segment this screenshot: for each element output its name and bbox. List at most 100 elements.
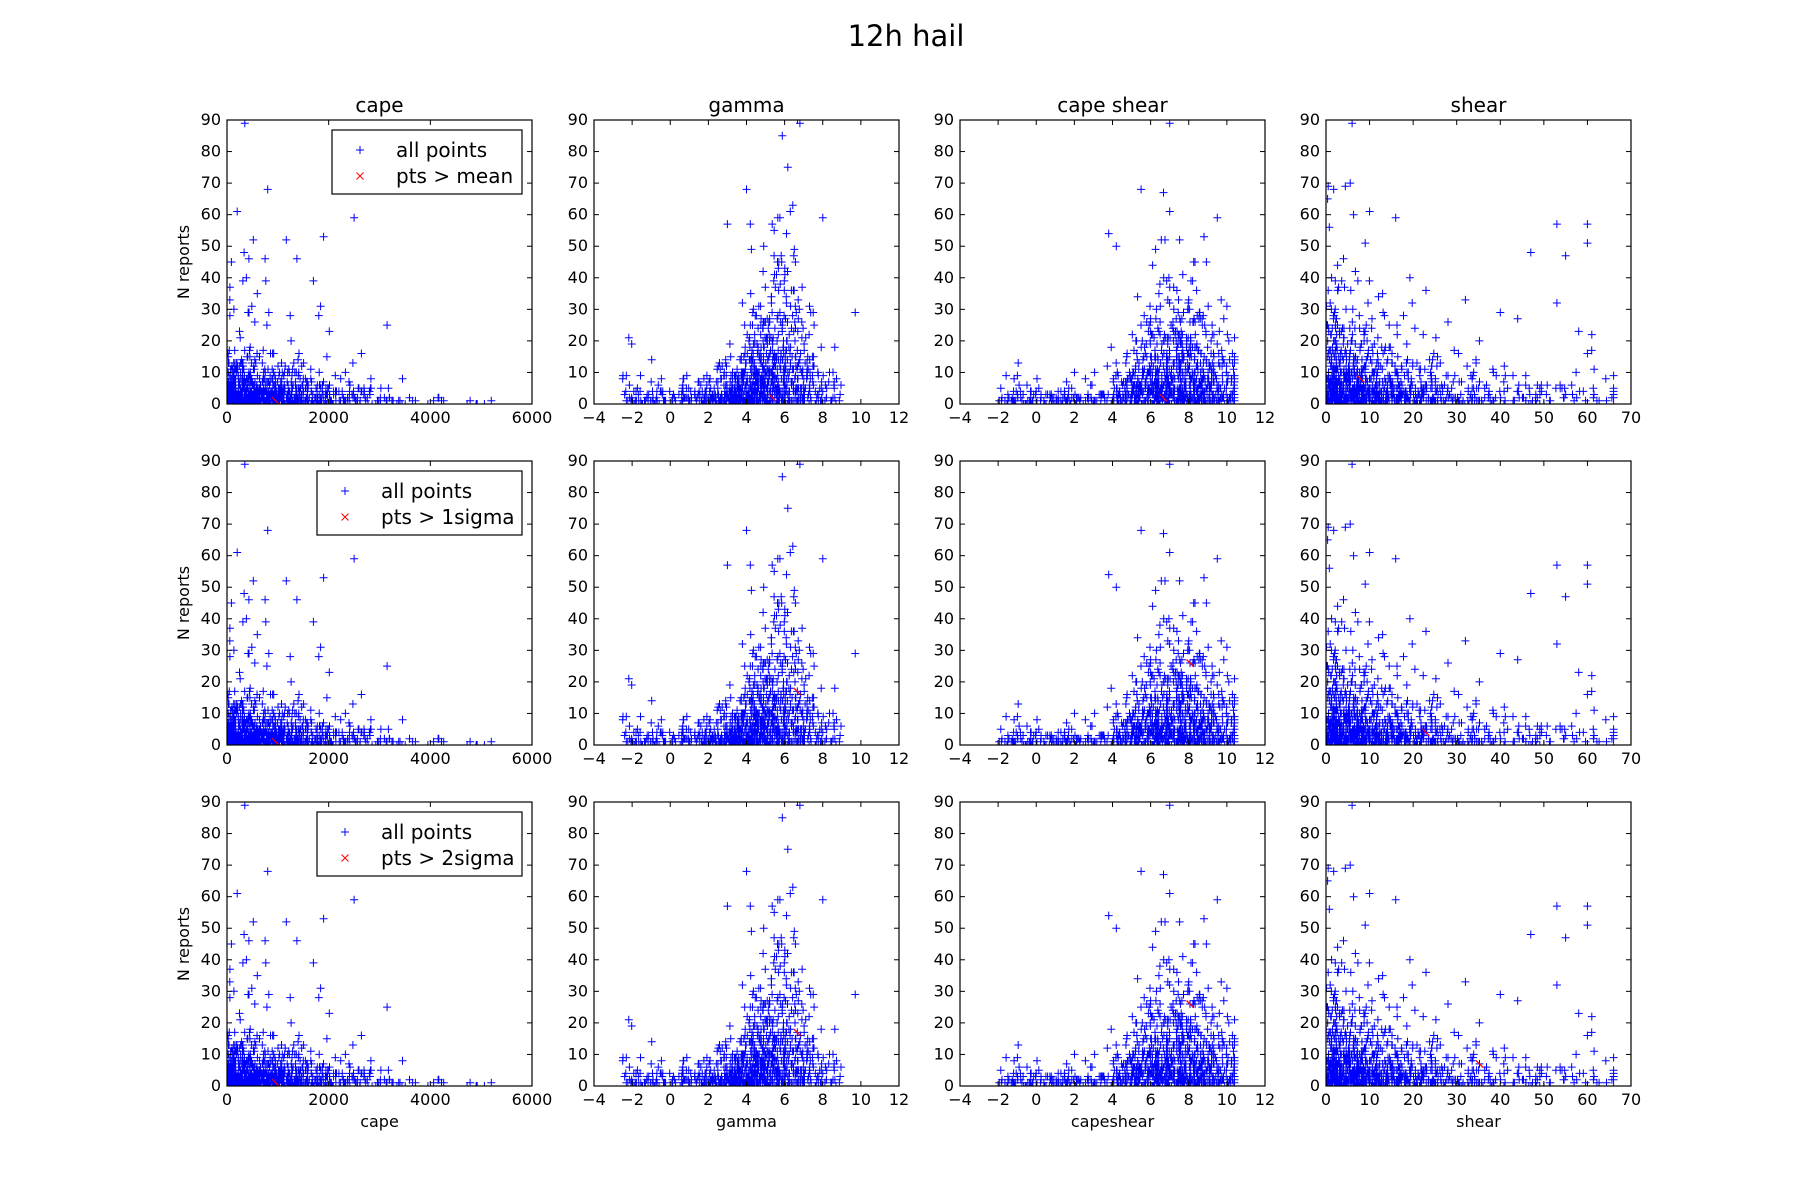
- y-tick-label: 20: [1300, 672, 1320, 691]
- x-tick-label: 2: [1069, 1090, 1079, 1109]
- series-all-points: [618, 120, 860, 404]
- x-tick-label: 2: [703, 749, 713, 768]
- y-tick-label: 60: [1300, 205, 1320, 224]
- x-tick-label: 8: [1184, 408, 1194, 427]
- x-tick-label: −4: [582, 749, 606, 768]
- scatter-points: [995, 461, 1239, 745]
- y-tick-label: 40: [1300, 950, 1320, 969]
- series-above-threshold: [1186, 659, 1194, 667]
- x-tick-label: 10: [1359, 408, 1379, 427]
- panel-r3-capeshear: 0 10 20 30 40 50 60 70 80 90 −4 −2 0 2 4 6 8 10 12 capeshea…: [934, 792, 1276, 1131]
- y-tick-label: 70: [1300, 855, 1320, 874]
- y-tick-label: 40: [934, 609, 954, 628]
- y-tick-label: 0: [1310, 1076, 1320, 1095]
- x-tick-label: 12: [1255, 749, 1275, 768]
- x-tick-label: 6000: [512, 749, 553, 768]
- y-tick-label: 50: [568, 918, 588, 937]
- y-tick-label: 0: [578, 1076, 588, 1095]
- legend-marker-all: [341, 828, 349, 836]
- series-all-points: [618, 461, 860, 745]
- axes-frame: [226, 460, 533, 746]
- y-tick-label: 10: [1300, 703, 1320, 722]
- x-tick-label: 4: [741, 1090, 751, 1109]
- x-tick-label: 12: [1255, 408, 1275, 427]
- x-tick-label: 10: [1217, 1090, 1237, 1109]
- y-axis-label: N reports: [174, 907, 193, 981]
- y-tick-label: 70: [1300, 173, 1320, 192]
- y-tick-label: 40: [201, 268, 221, 287]
- x-tick-label: 60: [1577, 408, 1597, 427]
- x-tick-label: 12: [889, 1090, 909, 1109]
- y-tick-label: 90: [934, 792, 954, 811]
- y-tick-label: 90: [568, 451, 588, 470]
- series-all-points: [618, 802, 860, 1086]
- axes-frame: [1325, 460, 1632, 746]
- scatter-points: [618, 461, 860, 745]
- x-tick-label: −2: [986, 1090, 1010, 1109]
- panel-r2-shear: 0 10 20 30 40 50 60 70 80 90 0 10 20 30 40 50 60 70: [1300, 451, 1642, 768]
- x-tick-label: 0: [1031, 749, 1041, 768]
- x-axis-label: shear: [1456, 1112, 1501, 1131]
- y-tick-label: 30: [201, 299, 221, 318]
- figure-title: 12h hail: [848, 19, 965, 53]
- x-tick-label: 2: [703, 1090, 713, 1109]
- y-tick-label: 10: [568, 1044, 588, 1063]
- y-tick-label: 20: [934, 672, 954, 691]
- x-axis-label: cape: [360, 1112, 399, 1131]
- y-tick-label: 80: [934, 142, 954, 161]
- series-above-threshold: [1159, 393, 1168, 402]
- y-tick-label: 50: [568, 577, 588, 596]
- y-tick-label: 80: [568, 142, 588, 161]
- y-tick-label: 20: [1300, 1013, 1320, 1032]
- y-tick-label: 20: [1300, 331, 1320, 350]
- legend-label-above: pts > mean: [396, 164, 513, 188]
- x-tick-label: 0: [665, 749, 675, 768]
- y-tick-label: 10: [568, 703, 588, 722]
- x-tick-label: 6: [780, 1090, 790, 1109]
- y-tick-label: 40: [934, 950, 954, 969]
- x-tick-label: 10: [851, 408, 871, 427]
- legend-marker-above: [341, 513, 349, 521]
- y-tick-label: 30: [568, 299, 588, 318]
- y-tick-label: 70: [934, 855, 954, 874]
- y-tick-label: 0: [211, 1076, 221, 1095]
- y-tick-label: 10: [201, 1044, 221, 1063]
- panel-r1-capeshear: 0 10 20 30 40 50 60 70 80 90 −4 −2 0 2 4 6 8 10 12 cape she…: [934, 93, 1276, 427]
- y-tick-label: 60: [201, 546, 221, 565]
- x-tick-label: 0: [665, 408, 675, 427]
- x-tick-label: 0: [1321, 749, 1331, 768]
- x-tick-label: 4: [1107, 749, 1117, 768]
- x-tick-label: 70: [1621, 1090, 1641, 1109]
- y-tick-label: 50: [1300, 918, 1320, 937]
- y-tick-label: 30: [934, 299, 954, 318]
- series-all-points: [995, 802, 1239, 1086]
- y-tick-label: 80: [568, 483, 588, 502]
- y-tick-label: 90: [201, 451, 221, 470]
- x-tick-label: −4: [948, 749, 972, 768]
- series-above-threshold: [1186, 1000, 1194, 1008]
- x-tick-label: 12: [1255, 1090, 1275, 1109]
- y-tick-label: 50: [568, 236, 588, 255]
- scatter-points: [227, 120, 496, 404]
- y-tick-label: 20: [201, 1013, 221, 1032]
- axes-frame: [1325, 801, 1632, 1087]
- series-above-threshold: [793, 687, 802, 696]
- y-tick-label: 40: [568, 609, 588, 628]
- y-axis-label: N reports: [174, 566, 193, 640]
- panel-r3-cape: 0 10 20 30 40 50 60 70 80 90 0 2000 4000 6000 cape N re…: [174, 792, 552, 1131]
- x-tick-label: 8: [1184, 1090, 1194, 1109]
- series-all-points: [995, 461, 1239, 745]
- x-tick-label: 0: [1031, 1090, 1041, 1109]
- x-tick-label: 20: [1403, 1090, 1423, 1109]
- y-tick-label: 0: [1310, 735, 1320, 754]
- x-tick-label: 10: [1217, 749, 1237, 768]
- x-tick-label: 0: [222, 1090, 232, 1109]
- x-tick-label: −2: [620, 408, 644, 427]
- y-tick-label: 90: [568, 110, 588, 129]
- series-all-points: [1326, 802, 1618, 1086]
- x-tick-label: 60: [1577, 749, 1597, 768]
- x-tick-label: 20: [1403, 408, 1423, 427]
- x-tick-label: 12: [889, 408, 909, 427]
- y-tick-label: 0: [211, 735, 221, 754]
